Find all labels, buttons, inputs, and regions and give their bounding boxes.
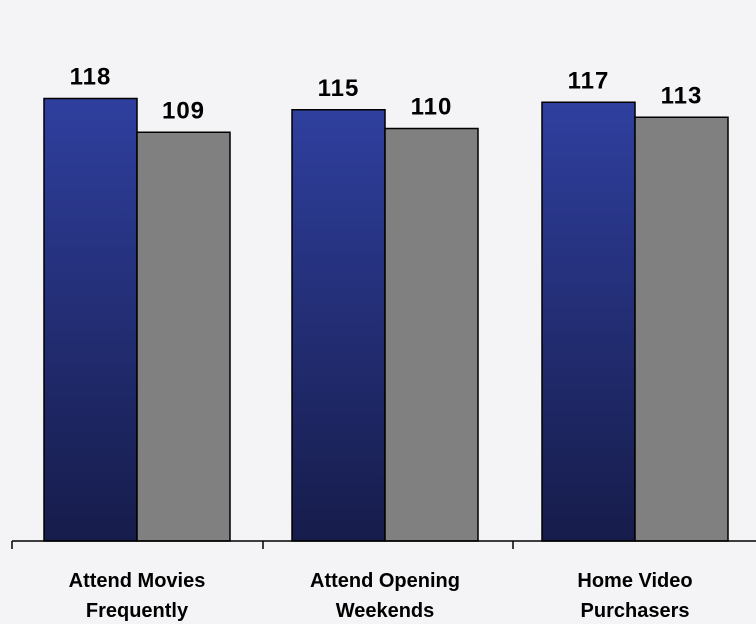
bar-blue-2: [542, 102, 635, 541]
category-label: Attend Opening Weekends: [310, 570, 460, 622]
category-label: Home Video Purchasers: [577, 570, 692, 622]
value-label: 115: [318, 75, 360, 102]
category-label: Attend Movies Frequently: [69, 570, 206, 622]
bar-blue-1: [292, 110, 385, 541]
value-label: 113: [661, 82, 703, 109]
bar-gray-0: [137, 132, 230, 541]
x-axis: [12, 541, 756, 549]
bar-gray-2: [635, 117, 728, 541]
bar-blue-0: [44, 99, 137, 542]
bars-layer: [44, 99, 728, 542]
value-label: 117: [568, 67, 610, 94]
value-label: 109: [162, 97, 205, 124]
value-label: 118: [70, 64, 112, 91]
bar-gray-1: [385, 129, 478, 542]
value-label: 110: [411, 94, 453, 121]
